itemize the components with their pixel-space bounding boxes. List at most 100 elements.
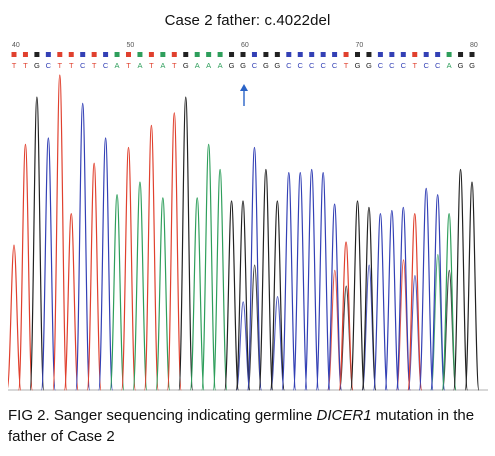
quality-box [332, 52, 338, 57]
secondary-peak [361, 264, 377, 391]
base-call: T [58, 61, 63, 70]
base-call: C [309, 61, 315, 70]
trace-peak [201, 143, 217, 391]
base-call: G [229, 61, 235, 70]
trace-peak [327, 203, 343, 391]
trace-peak [418, 187, 434, 391]
base-call: C [46, 61, 52, 70]
mutation-marker [240, 84, 248, 106]
quality-box [34, 52, 40, 57]
trace-peak [155, 197, 171, 391]
trace-peak [338, 241, 354, 391]
trace-peak [430, 194, 446, 391]
trace-peak [315, 172, 331, 391]
quality-box [57, 52, 63, 57]
base-quality-boxes [11, 52, 475, 57]
quality-box [91, 52, 97, 57]
quality-box [22, 52, 28, 57]
quality-box [412, 52, 418, 57]
quality-box [148, 52, 154, 57]
trace-peak [109, 194, 125, 391]
trace-peak [224, 200, 240, 391]
quality-box [114, 52, 120, 57]
base-call: T [172, 61, 177, 70]
figure-caption: FIG 2. Sanger sequencing indicating germ… [8, 405, 488, 447]
trace-peak [132, 181, 148, 391]
position-label: 70 [356, 42, 364, 49]
figure-title: Case 2 father: c.4022del [164, 12, 331, 29]
trace-peak [86, 162, 102, 391]
quality-box [171, 52, 177, 57]
quality-box [343, 52, 349, 57]
base-call: C [298, 61, 304, 70]
quality-box [377, 52, 383, 57]
position-label: 60 [241, 42, 249, 49]
trace-peak [143, 124, 159, 391]
trace-peak [407, 212, 423, 391]
quality-box [366, 52, 372, 57]
secondary-peak [327, 269, 343, 391]
trace-peak [258, 168, 274, 391]
secondary-peak [430, 253, 446, 391]
base-call: G [34, 61, 40, 70]
quality-box [400, 52, 406, 57]
quality-box [251, 52, 257, 57]
position-label: 40 [12, 42, 20, 49]
base-call: T [23, 61, 28, 70]
secondary-peak [247, 264, 262, 391]
quality-box [45, 52, 51, 57]
base-call: T [92, 61, 97, 70]
trace-peak [75, 102, 91, 391]
quality-box [274, 52, 280, 57]
base-call: C [378, 61, 384, 70]
trace-peak [178, 96, 194, 391]
base-call: A [137, 61, 142, 70]
base-call: C [286, 61, 292, 70]
quality-box [458, 52, 464, 57]
trace-peak [384, 209, 400, 391]
trace-peak [292, 172, 308, 391]
trace-peak [372, 212, 388, 391]
trace-peak [212, 168, 228, 391]
mutation-arrow-icon [240, 84, 248, 91]
quality-box [263, 52, 269, 57]
trace-peak [17, 143, 33, 391]
quality-box [309, 52, 315, 57]
trace-peak [40, 137, 56, 391]
base-call: A [160, 61, 165, 70]
position-label: 50 [127, 42, 135, 49]
base-call: C [389, 61, 395, 70]
secondary-peak [338, 285, 354, 391]
base-call: C [423, 61, 429, 70]
trace-peak [29, 96, 45, 391]
quality-box [11, 52, 17, 57]
base-call: T [344, 61, 349, 70]
position-label: 80 [470, 42, 478, 49]
trace-peak [166, 112, 182, 391]
base-call: G [355, 61, 361, 70]
trace-peak [281, 172, 297, 391]
base-call: G [458, 61, 464, 70]
trace-peak [395, 206, 411, 391]
base-call: A [115, 61, 120, 70]
secondary-peak [270, 295, 285, 391]
trace-peak [453, 168, 469, 391]
quality-box [469, 52, 475, 57]
trace-peak [464, 181, 480, 391]
caption-text-after: mutation in the father of Case 2 [8, 407, 475, 445]
trace-peaks [8, 74, 488, 391]
base-call: A [447, 61, 452, 70]
base-call: C [435, 61, 441, 70]
base-call: G [240, 61, 246, 70]
quality-box [229, 52, 235, 57]
base-call: T [149, 61, 154, 70]
quality-box [160, 52, 166, 57]
quality-box [286, 52, 292, 57]
quality-box [389, 52, 395, 57]
trace-peak [350, 200, 365, 391]
trace-peak [121, 146, 136, 391]
quality-box [446, 52, 452, 57]
quality-box [320, 52, 326, 57]
